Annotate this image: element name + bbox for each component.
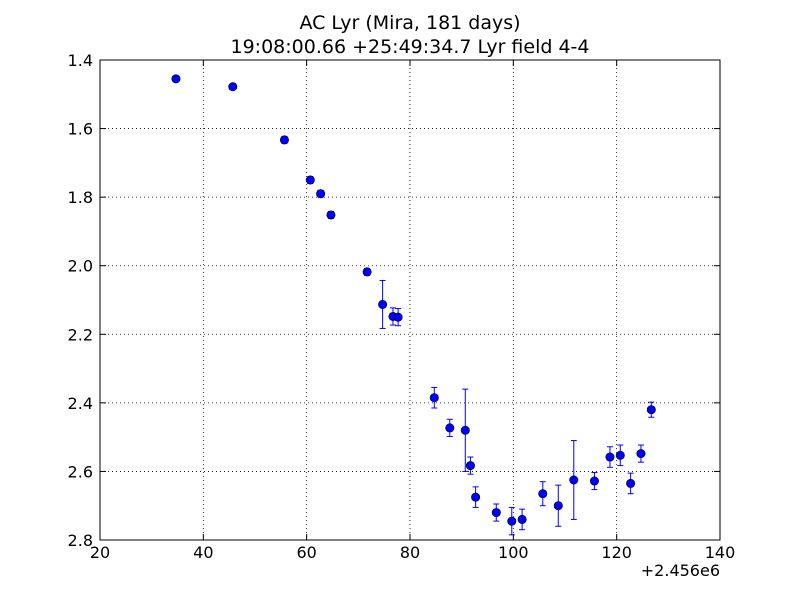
data-marker: [605, 452, 615, 462]
chart-subtitle: 19:08:00.66 +25:49:34.7 Lyr field 4-4: [230, 36, 590, 58]
x-tick-label: 80: [400, 543, 420, 562]
data-marker: [569, 475, 579, 485]
data-point: [326, 210, 336, 220]
data-point: [378, 279, 388, 329]
data-marker: [465, 461, 475, 471]
data-marker: [316, 189, 326, 199]
y-tick-label: 2.8: [68, 531, 93, 550]
data-series: [171, 74, 656, 536]
y-tick-label: 2.0: [68, 257, 93, 276]
data-point: [429, 386, 439, 409]
data-point: [460, 388, 470, 472]
data-point: [615, 444, 625, 467]
data-point: [605, 446, 615, 468]
y-tick-labels: 1.4 1.6 1.8 2.0 2.2 2.4 2.6 2.8: [68, 51, 93, 550]
y-tick-label: 1.6: [68, 120, 93, 139]
data-point: [445, 418, 455, 437]
data-marker: [491, 508, 501, 518]
data-point: [471, 486, 481, 508]
data-point: [465, 456, 475, 475]
data-marker: [445, 423, 455, 433]
data-point: [305, 175, 315, 185]
data-marker: [362, 267, 372, 277]
data-marker: [305, 175, 315, 185]
data-point: [626, 472, 636, 495]
data-marker: [636, 449, 646, 459]
data-marker: [171, 74, 181, 84]
data-marker: [460, 425, 470, 435]
data-point: [393, 308, 403, 327]
data-point: [362, 267, 372, 277]
x-tick-label: 140: [705, 543, 736, 562]
data-marker: [471, 492, 481, 502]
data-marker: [393, 312, 403, 322]
data-marker: [589, 476, 599, 486]
x-tick-label: 120: [601, 543, 632, 562]
data-point: [517, 508, 527, 531]
y-tick-label: 2.4: [68, 394, 93, 413]
data-marker: [326, 210, 336, 220]
grid: [100, 60, 720, 540]
data-marker: [538, 489, 548, 499]
data-point: [589, 471, 599, 491]
x-tick-label: 40: [193, 543, 213, 562]
data-marker: [553, 501, 563, 511]
data-point: [491, 503, 501, 522]
chart-title: AC Lyr (Mira, 181 days): [299, 12, 521, 34]
data-marker: [228, 82, 238, 92]
data-point: [646, 401, 656, 418]
y-tick-label: 1.4: [68, 51, 93, 70]
data-point: [636, 444, 646, 463]
y-tick-label: 2.2: [68, 325, 93, 344]
data-point: [553, 484, 563, 527]
data-point: [507, 506, 517, 536]
data-marker: [429, 393, 439, 403]
data-point: [316, 189, 326, 199]
y-tick-label: 1.8: [68, 188, 93, 207]
data-marker: [646, 405, 656, 415]
x-axis-offset-label: +2.456e6: [641, 561, 720, 580]
x-tick-label: 100: [498, 543, 529, 562]
axis-ticks: [99, 59, 721, 541]
data-marker: [615, 450, 625, 460]
data-point: [171, 74, 181, 84]
x-tick-labels: 20 40 60 80 100 120 140: [90, 543, 735, 562]
x-tick-label: 20: [90, 543, 110, 562]
data-marker: [279, 135, 289, 145]
data-point: [569, 440, 579, 520]
y-tick-label: 2.6: [68, 462, 93, 481]
data-marker: [626, 478, 636, 488]
data-marker: [517, 514, 527, 524]
data-point: [279, 135, 289, 145]
data-marker: [507, 516, 517, 526]
x-tick-label: 60: [296, 543, 316, 562]
data-marker: [378, 299, 388, 309]
data-point: [228, 82, 238, 92]
data-point: [538, 481, 548, 507]
